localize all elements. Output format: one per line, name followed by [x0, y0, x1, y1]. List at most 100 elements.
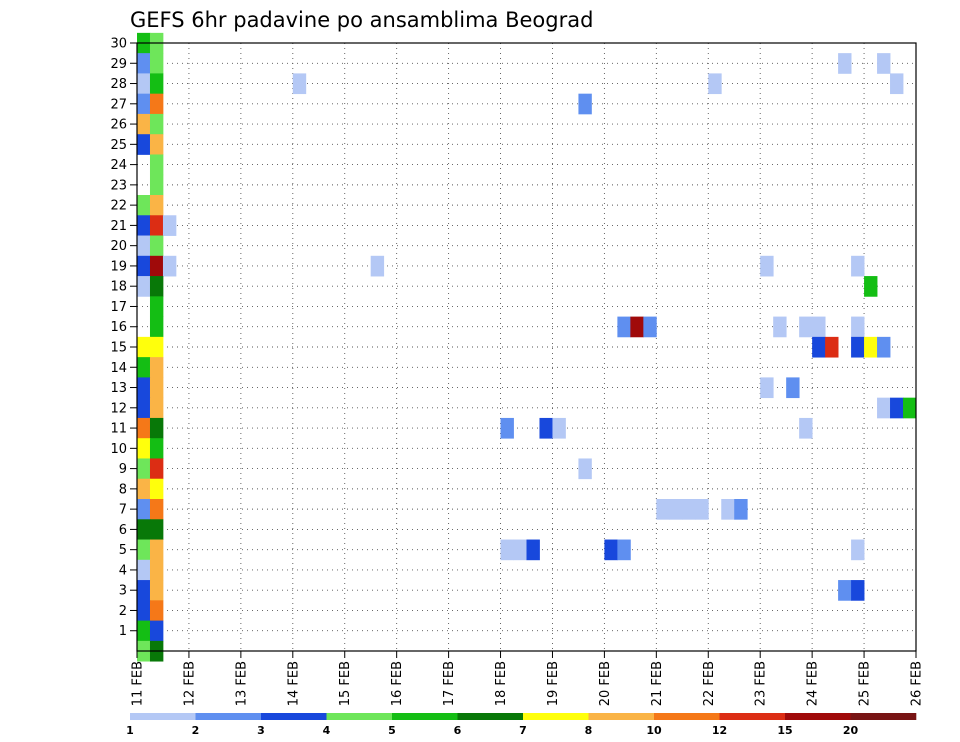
colorbar-swatch	[261, 713, 327, 720]
colorbar-swatch	[851, 713, 917, 720]
heatmap-cell	[877, 337, 890, 358]
heatmap-cell	[137, 114, 150, 135]
colorbar-swatch	[458, 713, 524, 720]
heatmap-cell	[656, 499, 669, 520]
colorbar-swatch	[392, 713, 458, 720]
heatmap-cell	[137, 195, 150, 216]
heatmap-cell	[877, 53, 890, 74]
heatmap-cell	[851, 256, 864, 277]
heatmap-cell	[150, 73, 163, 94]
heatmap-cell	[137, 94, 150, 115]
heatmap-cell	[617, 540, 630, 561]
heatmap-cell	[150, 438, 163, 459]
heatmap-cell	[150, 276, 163, 297]
heatmap-cell	[137, 398, 150, 419]
heatmap-cell	[527, 540, 540, 561]
y-tick-label: 21	[110, 219, 127, 234]
y-tick-label: 4	[119, 563, 127, 578]
heatmap-cell	[150, 53, 163, 74]
y-tick-label: 16	[110, 320, 127, 335]
colorbar-swatch	[720, 713, 786, 720]
heatmap-cell	[669, 499, 682, 520]
heatmap-cell	[539, 418, 552, 439]
colorbar-label: 20	[843, 724, 859, 737]
colorbar-label: 1	[126, 724, 134, 737]
heatmap-cell	[643, 317, 656, 338]
heatmap-cell	[137, 377, 150, 398]
y-tick-label: 6	[119, 523, 127, 538]
heatmap-cell	[864, 337, 877, 358]
heatmap-cell	[786, 377, 799, 398]
x-tick-label: 23 FEB	[754, 661, 769, 706]
heatmap-cell	[501, 418, 514, 439]
y-tick-label: 2	[119, 604, 127, 619]
heatmap-cell	[137, 621, 150, 642]
heatmap-cell	[150, 519, 163, 540]
heatmap-cell	[137, 215, 150, 236]
heatmap-cell	[695, 499, 708, 520]
y-tick-label: 10	[110, 442, 127, 457]
colorbar-label: 3	[257, 724, 265, 737]
y-tick-label: 3	[119, 584, 127, 599]
y-tick-label: 29	[110, 57, 127, 72]
x-tick-label: 25 FEB	[858, 661, 873, 706]
heatmap-cell	[604, 540, 617, 561]
heatmap-cell	[150, 418, 163, 439]
heatmap-cell	[150, 540, 163, 561]
y-tick-label: 11	[110, 422, 127, 437]
heatmap-cell	[851, 540, 864, 561]
heatmap-cell	[163, 256, 176, 277]
y-tick-label: 9	[119, 462, 127, 477]
heatmap-cell	[708, 73, 721, 94]
y-tick-label: 30	[110, 37, 127, 52]
y-tick-label: 27	[110, 97, 127, 112]
heatmap-cell	[760, 256, 773, 277]
heatmap-cell	[150, 600, 163, 621]
heatmap-cell	[838, 53, 851, 74]
x-tick-label: 12 FEB	[182, 661, 197, 706]
heatmap-cell	[137, 479, 150, 500]
heatmap-cell	[760, 377, 773, 398]
heatmap-cell	[851, 317, 864, 338]
heatmap-cell	[137, 73, 150, 94]
heatmap-cell	[137, 276, 150, 297]
y-tick-label: 14	[110, 361, 127, 376]
heatmap-cell	[137, 418, 150, 439]
y-tick-label: 8	[119, 482, 127, 497]
heatmap-cell	[578, 94, 591, 115]
heatmap-cell	[150, 337, 163, 358]
heatmap-cell	[137, 499, 150, 520]
x-tick-label: 16 FEB	[390, 661, 405, 706]
x-tick-label: 11 FEB	[131, 661, 146, 706]
heatmap-cell	[150, 398, 163, 419]
heatmap-cell	[150, 195, 163, 216]
colorbar-swatch	[523, 713, 589, 720]
heatmap-cell	[838, 580, 851, 601]
y-axis-ticks: 1234567891011121314151617181920212223242…	[110, 37, 137, 640]
heatmap-cell	[371, 256, 384, 277]
heatmap-cell	[150, 134, 163, 155]
colorbar-label: 8	[585, 724, 593, 737]
y-tick-label: 19	[110, 259, 127, 274]
heatmap-cell	[825, 337, 838, 358]
heatmap-cell	[150, 236, 163, 257]
precipitation-ensemble-chart: GEFS 6hr padavine po ansamblima Beograd …	[0, 0, 960, 742]
heatmap-cell	[890, 73, 903, 94]
heatmap-cell	[137, 357, 150, 378]
x-axis-ticks: 11 FEB 12 FEB 13 FEB 14 FEB 15 FEB 16 FEB 17 F…	[131, 651, 925, 706]
heatmap-cell	[734, 499, 747, 520]
x-tick-label: 21 FEB	[650, 661, 665, 706]
heatmap-cell	[163, 215, 176, 236]
colorbar-swatch	[785, 713, 851, 720]
y-tick-label: 12	[110, 401, 127, 416]
x-tick-label: 19 FEB	[546, 661, 561, 706]
heatmap-cell	[578, 458, 591, 479]
heatmap-cell	[137, 236, 150, 257]
heatmap-cell	[150, 94, 163, 115]
x-tick-label: 14 FEB	[286, 661, 301, 706]
heatmap-cell	[799, 418, 812, 439]
heatmap-cell	[150, 215, 163, 236]
heatmap-cell	[514, 540, 527, 561]
heatmap-cell	[812, 317, 825, 338]
y-tick-label: 22	[110, 199, 127, 214]
